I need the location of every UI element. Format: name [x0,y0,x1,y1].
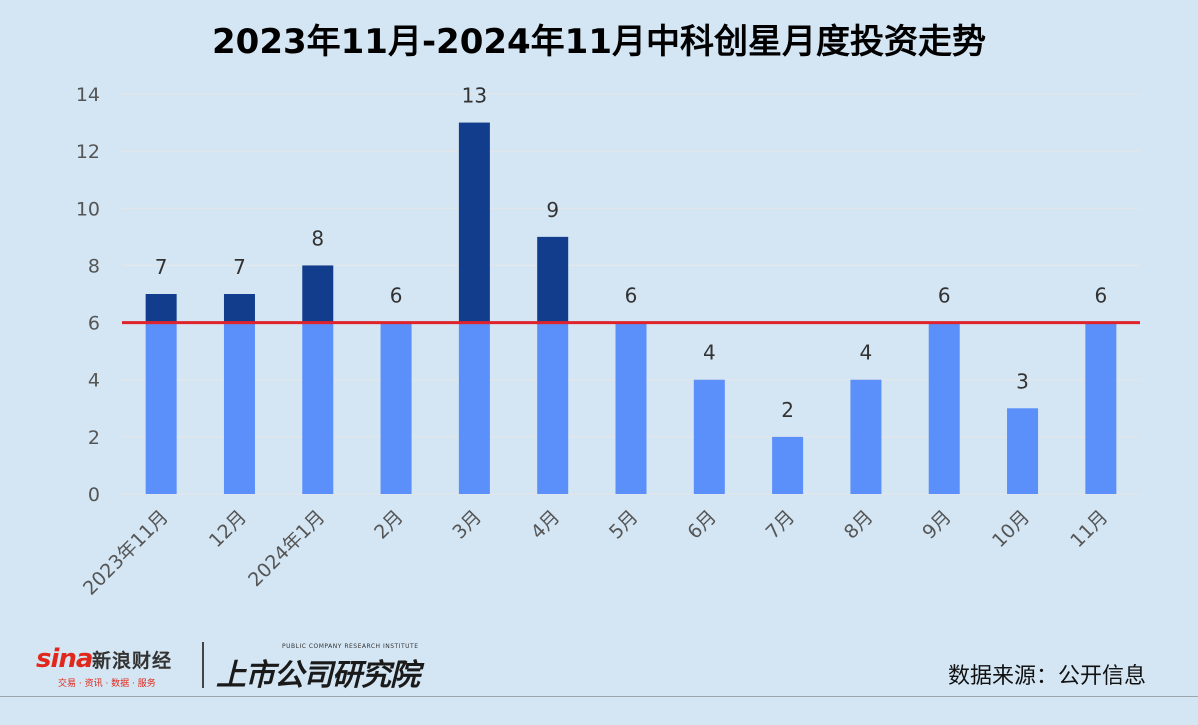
sina-finance-name: 新浪财经 [92,650,173,672]
bar-above-average [223,294,255,323]
data-labels: 7 7 8 6 13 9 6 4 2 4 6 3 6 [155,84,1107,422]
bar [772,436,804,494]
logo-divider [202,642,204,688]
x-category-label: 6月 [683,506,721,544]
x-category-label: 4月 [527,506,565,544]
data-label: 9 [546,198,559,222]
x-category-label: 11月 [1066,506,1112,552]
data-label: 6 [1094,284,1107,308]
x-category-label: 8月 [840,506,878,544]
x-category-label: 2023年11月 [79,506,173,600]
bar [1085,322,1117,494]
data-label: 6 [938,284,951,308]
x-category-label: 3月 [448,506,486,544]
data-label: 13 [462,84,487,108]
x-category-label: 5月 [605,506,643,544]
bar [928,322,960,494]
bar [223,322,255,494]
bar [693,379,725,494]
bar-above-average [302,265,334,323]
bar [615,322,647,494]
bar [1007,408,1039,494]
research-institute-english: PUBLIC COMPANY RESEARCH INSTITUTE [282,643,419,650]
data-label: 4 [703,341,716,365]
y-tick-label: 0 [88,484,100,506]
y-tick-label: 14 [76,84,100,106]
x-category-label: 10月 [988,506,1034,552]
bars [145,122,1117,494]
data-label: 4 [860,341,873,365]
bar [145,322,177,494]
x-category-label: 7月 [762,506,800,544]
bar-above-average [458,122,490,323]
sina-logo-mark: sina [36,644,93,674]
sina-finance-tagline: 交易 · 资讯 · 数据 · 服务 [58,679,156,689]
x-category-label: 12月 [205,506,251,552]
bar [380,322,412,494]
y-tick-label: 2 [88,427,100,449]
x-category-label: 9月 [918,506,956,544]
data-label: 7 [233,255,246,279]
y-axis-ticks: 0 2 4 6 8 10 12 14 [76,84,100,506]
data-label: 2 [781,398,794,422]
sina-finance-logo: sina 新浪财经 交易 · 资讯 · 数据 · 服务 [36,640,196,690]
bar [302,322,334,494]
x-category-label: 2024年1月 [244,506,329,591]
data-label: 8 [311,226,324,250]
bar [537,322,569,494]
y-tick-label: 8 [88,255,100,277]
bar-above-average [145,294,177,323]
data-label: 3 [1016,369,1029,393]
bar [458,322,490,494]
y-tick-label: 10 [76,198,100,220]
x-category-label: 2月 [370,506,408,544]
research-institute-logo: PUBLIC COMPANY RESEARCH INSTITUTE 上市公司研究… [214,640,444,693]
chart-title: 2023年11月-2024年11月中科创星月度投资走势 [212,22,986,62]
data-label: 6 [625,284,638,308]
y-tick-label: 12 [76,141,100,163]
y-tick-label: 4 [88,370,100,392]
data-source: 数据来源：公开信息 [947,664,1146,689]
bar-above-average [537,236,569,323]
research-institute-name: 上市公司研究院 [216,658,420,693]
bar [850,379,882,494]
data-label: 6 [390,284,403,308]
data-label: 7 [155,255,168,279]
y-tick-label: 6 [88,313,100,335]
footer-divider [0,696,1198,697]
bar-chart: 0 2 4 6 8 10 12 14 7 7 8 6 13 9 6 4 2 4 6 3 6 2023年11月 12月20… [76,84,1140,600]
